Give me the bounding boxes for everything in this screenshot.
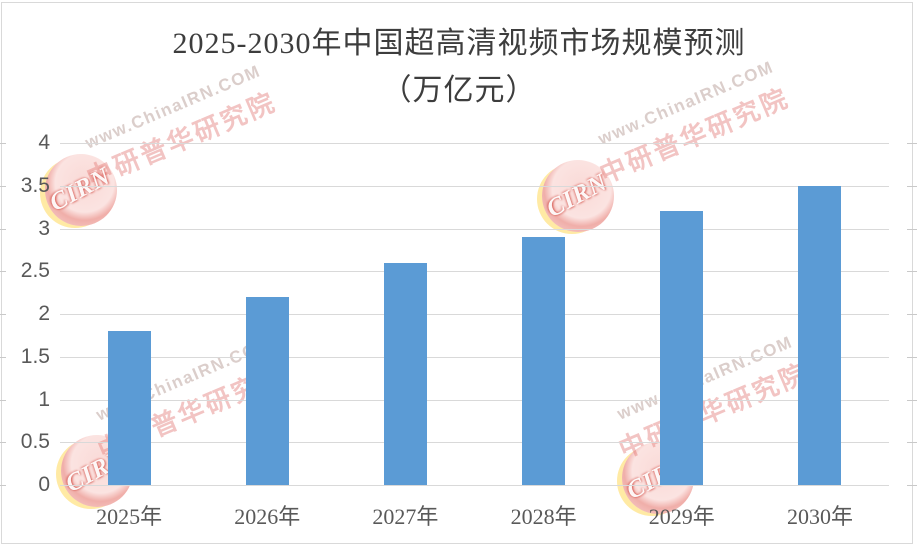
- cirn-logo-watermark: CIRN: [45, 154, 117, 226]
- right-axis-tick: [907, 357, 917, 358]
- chart-title: 2025-2030年中国超高清视频市场规模预测: [172, 27, 746, 60]
- x-tick-label: 2025年: [96, 504, 163, 529]
- x-tick-label: 2028年: [510, 504, 577, 529]
- x-tick-label: 2030年: [786, 504, 853, 529]
- bar-column: [475, 143, 613, 485]
- bar-2025年: [107, 331, 151, 485]
- right-axis-tick: [907, 186, 917, 187]
- gridline: [60, 271, 889, 272]
- y-axis-labels: 4 3.5 3 2.5 2 1.5 1 0.5 0: [0, 0, 53, 549]
- chart-subtitle: （万亿元）: [381, 74, 537, 107]
- bar-series: [60, 143, 889, 485]
- cirn-logo-watermark: CIRN: [542, 160, 614, 232]
- bar-column: [336, 143, 474, 485]
- left-axis-tick: [0, 229, 6, 230]
- right-axis-tick: [907, 229, 917, 230]
- x-tick-label: 2027年: [372, 504, 439, 529]
- bar-2029年: [660, 211, 704, 485]
- bar-2030年: [798, 186, 842, 485]
- y-tick-label: 2.5: [20, 259, 50, 282]
- gridline: [60, 314, 889, 315]
- y-tick-label: 4: [38, 131, 50, 154]
- right-axis-tick: [907, 271, 917, 272]
- gridline: [60, 442, 889, 443]
- right-axis-tick: [907, 143, 917, 144]
- right-axis-tick: [907, 485, 917, 486]
- y-tick-label: 2: [38, 302, 50, 325]
- x-tick-label: 2026年: [234, 504, 301, 529]
- left-axis-tick: [0, 485, 6, 486]
- bar-column: [198, 143, 336, 485]
- gridline: [60, 357, 889, 358]
- left-axis-tick: [0, 442, 6, 443]
- right-axis-tick: [907, 314, 917, 315]
- y-tick-label: 1.5: [20, 345, 50, 368]
- x-tick-label: 2029年: [648, 504, 715, 529]
- bar-2028年: [522, 237, 566, 485]
- left-axis-tick: [0, 314, 6, 315]
- right-axis-tick: [907, 400, 917, 401]
- y-tick-label: 1: [38, 388, 50, 411]
- left-axis-tick: [0, 143, 6, 144]
- right-axis-tick: [907, 442, 917, 443]
- gridline: [60, 229, 889, 230]
- gridline: [60, 143, 889, 144]
- y-tick-label: 3.5: [20, 174, 50, 197]
- y-tick-label: 3: [38, 217, 50, 240]
- bar-2026年: [245, 297, 289, 485]
- gridline: [60, 400, 889, 401]
- y-tick-label: 0: [38, 473, 50, 496]
- bar-column: [751, 143, 889, 485]
- left-axis-tick: [0, 271, 6, 272]
- left-axis-tick: [0, 400, 6, 401]
- x-axis-labels: 2025年 2026年 2027年 2028年 2029年 2030年: [60, 499, 889, 531]
- gridline: [60, 485, 889, 486]
- plot-area: [60, 143, 889, 486]
- y-tick-label: 0.5: [20, 430, 50, 453]
- bar-column: [613, 143, 751, 485]
- gridline: [60, 186, 889, 187]
- bar-2027年: [383, 263, 427, 485]
- left-axis-tick: [0, 186, 6, 187]
- bar-column: [60, 143, 198, 485]
- chart-title-block: 2025-2030年中国超高清视频市场规模预测 （万亿元）: [0, 20, 918, 114]
- left-axis-tick: [0, 357, 6, 358]
